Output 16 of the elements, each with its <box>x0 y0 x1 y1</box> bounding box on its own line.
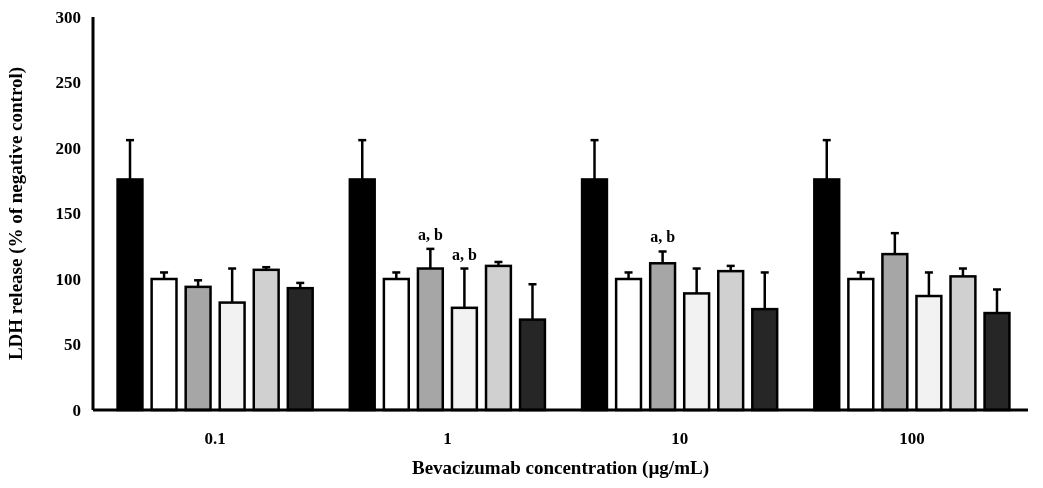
x-tick-label: 10 <box>671 429 689 448</box>
x-tick-label: 100 <box>899 429 925 448</box>
y-tick-label: 200 <box>55 138 81 158</box>
y-tick-label: 300 <box>55 7 81 27</box>
y-tick-label: 50 <box>64 335 81 355</box>
y-axis-title: LDH release (% of negative control) <box>5 66 27 361</box>
annotation: a, b <box>417 225 443 243</box>
annotation: a, b <box>650 228 676 246</box>
y-tick-label: 100 <box>55 269 81 289</box>
x-axis-title: Bevacizumab concentration (µg/mL) <box>412 457 709 479</box>
y-tick-label: 0 <box>72 400 81 420</box>
y-tick-label: 250 <box>55 73 81 93</box>
x-tick-label: 0.1 <box>204 429 226 448</box>
x-tick-label: 1 <box>443 429 452 448</box>
annotation: a, b <box>451 245 477 263</box>
y-tick-label: 150 <box>55 204 81 224</box>
